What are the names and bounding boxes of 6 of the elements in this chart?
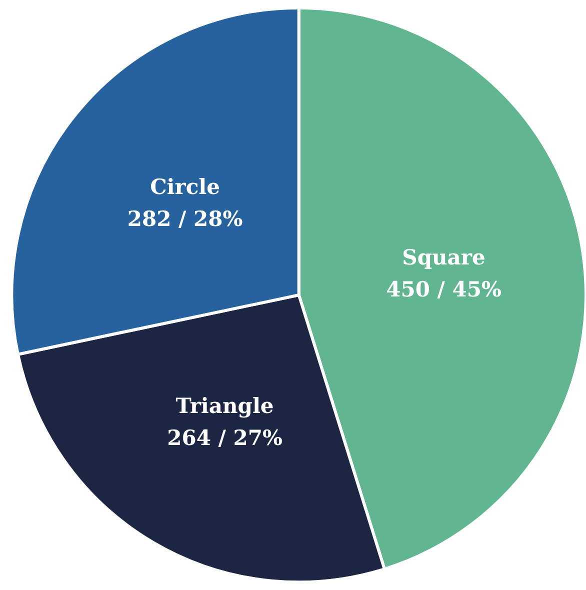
slice-label: Triangle (176, 392, 274, 418)
data-label: 450 / 45% (386, 276, 502, 302)
data-label: 282 / 28% (127, 206, 243, 232)
slice-label: Circle (150, 174, 220, 200)
slice-label: Square (402, 244, 486, 270)
data-label: 264 / 27% (167, 424, 282, 450)
